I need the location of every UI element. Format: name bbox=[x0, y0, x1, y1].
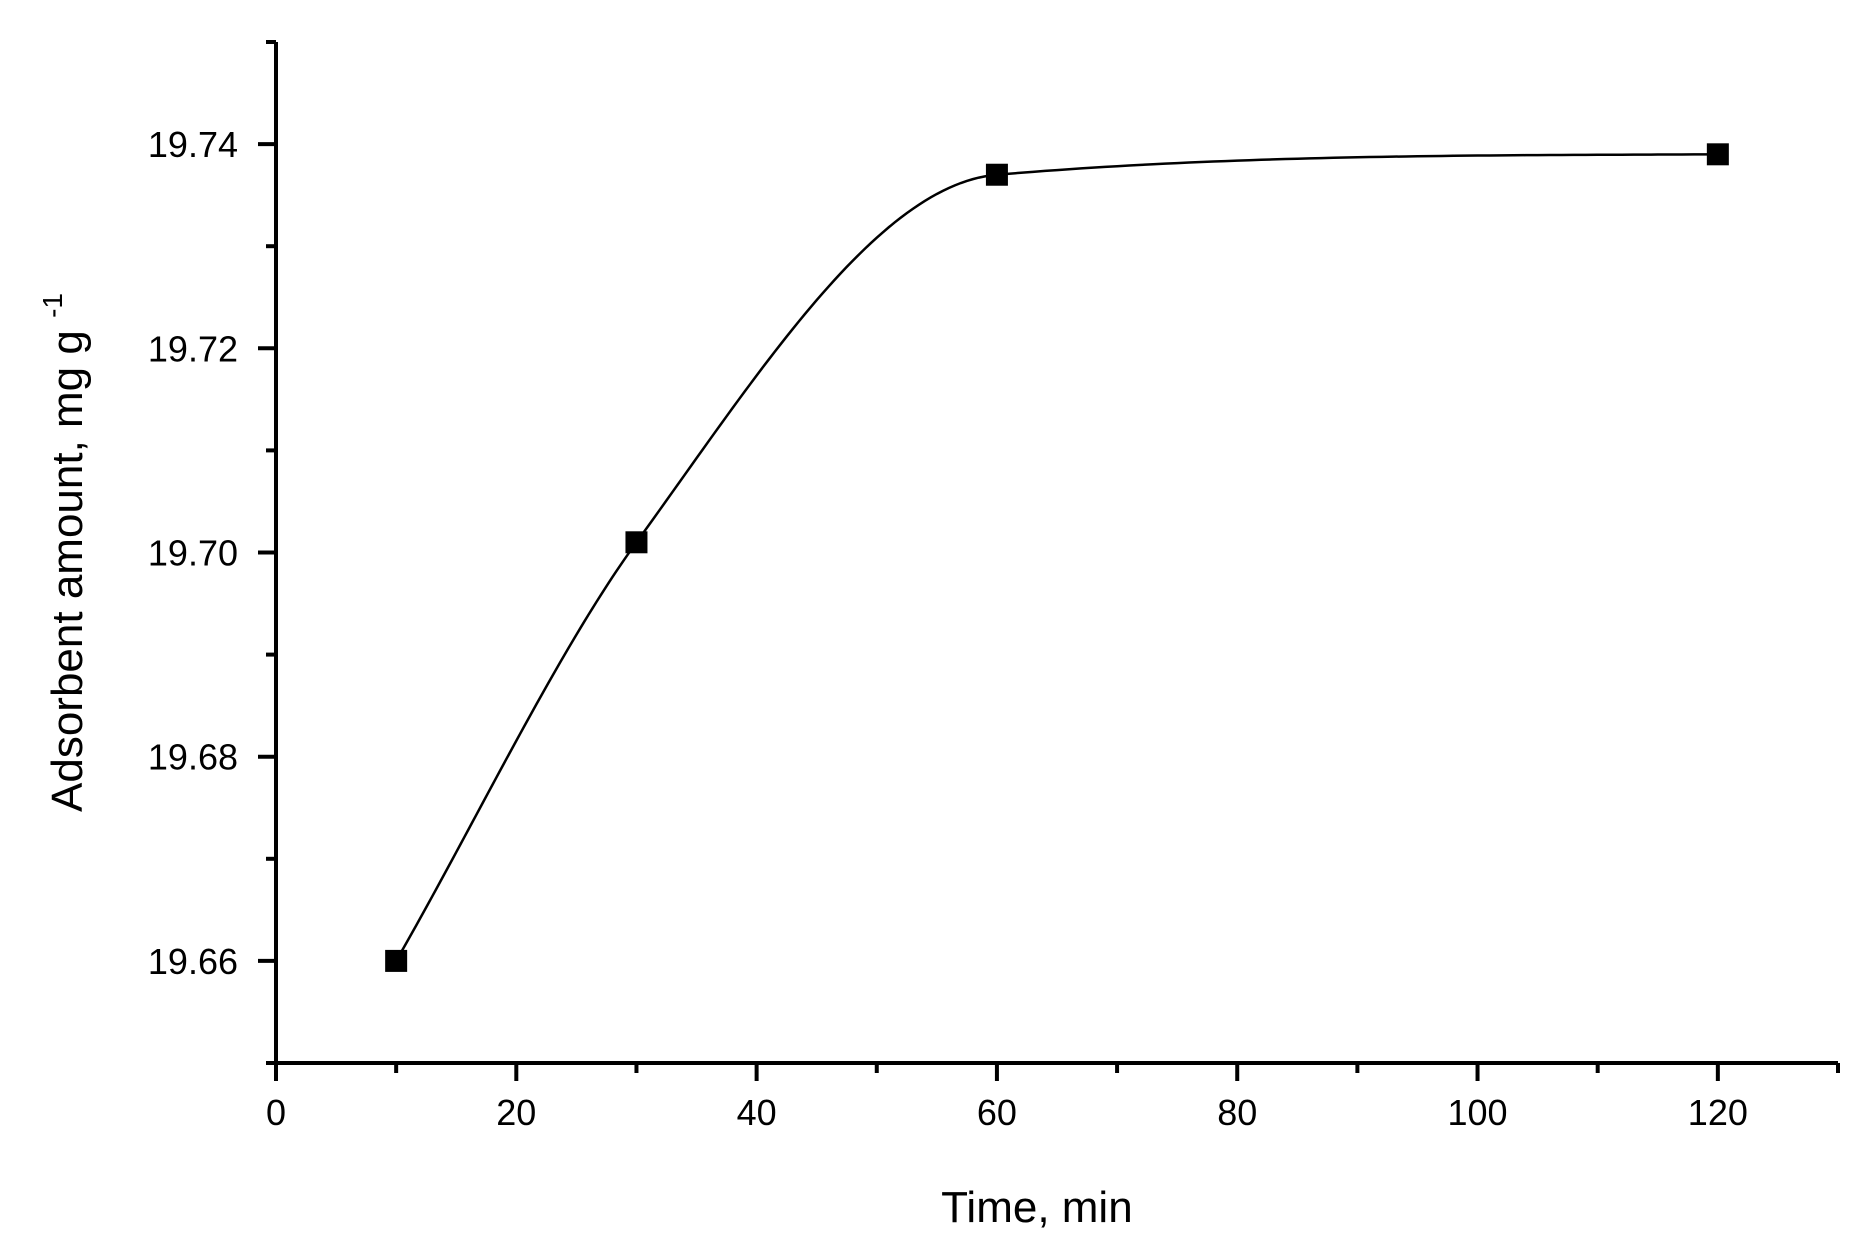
x-tick-label: 40 bbox=[737, 1092, 777, 1133]
x-tick-label: 120 bbox=[1688, 1092, 1748, 1133]
y-tick-label: 19.70 bbox=[148, 533, 238, 574]
data-point-marker bbox=[1706, 143, 1729, 166]
y-axis-title: Adsorbent amount, mg g -1 bbox=[37, 293, 92, 812]
y-axis-title-text: Adsorbent amount, mg g bbox=[43, 330, 92, 812]
y-axis-title-superscript: -1 bbox=[37, 293, 68, 318]
axes bbox=[274, 42, 1838, 1065]
y-tick-label: 19.68 bbox=[148, 737, 238, 778]
x-tick-label: 80 bbox=[1217, 1092, 1257, 1133]
data-point-marker bbox=[385, 949, 408, 972]
data-point-marker bbox=[625, 531, 648, 554]
tick-labels: 0 20 40 60 80 100 120 19.66 19.68 19.70 19.72 19.74 bbox=[148, 124, 1748, 1133]
x-tick-label: 60 bbox=[977, 1092, 1017, 1133]
fit-curve-layer bbox=[395, 153, 1718, 962]
x-axis-title: Time, min bbox=[941, 1183, 1133, 1232]
x-tick-label: 0 bbox=[266, 1092, 286, 1133]
data-point-marker bbox=[985, 163, 1008, 186]
ticks bbox=[258, 40, 1840, 1081]
fit-curve bbox=[395, 153, 1718, 962]
x-tick-label: 100 bbox=[1447, 1092, 1507, 1133]
y-tick-label: 19.72 bbox=[148, 328, 238, 369]
y-tick-label: 19.66 bbox=[148, 941, 238, 982]
y-tick-label: 19.74 bbox=[148, 124, 238, 165]
x-tick-label: 20 bbox=[496, 1092, 536, 1133]
data-markers bbox=[385, 143, 1729, 972]
